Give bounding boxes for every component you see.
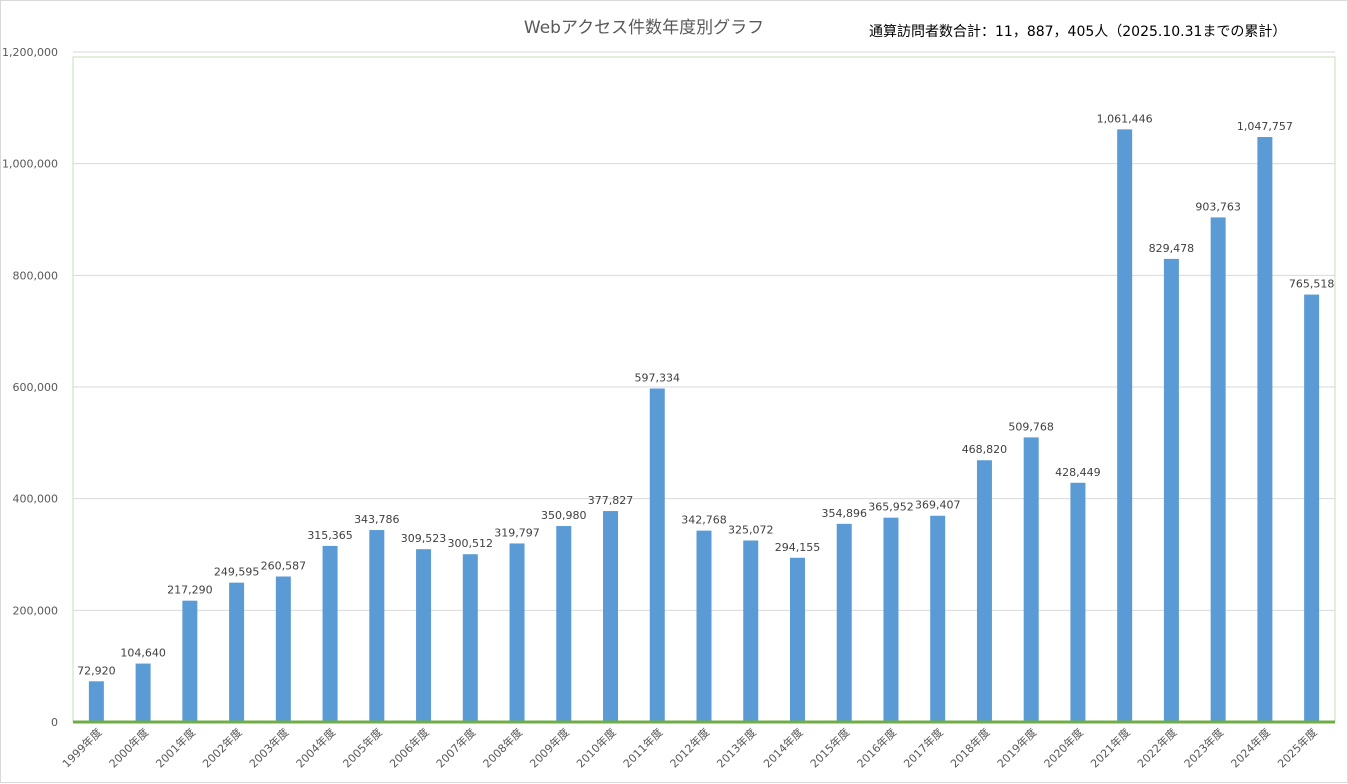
data-label: 319,797 — [494, 526, 540, 539]
data-label: 365,952 — [868, 501, 914, 514]
x-tick-label: 2004年度 — [293, 725, 338, 770]
bar-2020年度 — [1070, 482, 1086, 722]
bar-2004年度 — [322, 545, 338, 722]
x-tick-label: 2010年度 — [573, 725, 618, 770]
x-tick-label: 2021年度 — [1088, 725, 1133, 770]
x-tick-label: 2018年度 — [947, 725, 992, 770]
data-label: 428,449 — [1055, 466, 1101, 479]
bar-2014年度 — [789, 557, 805, 722]
data-label: 350,980 — [541, 509, 587, 522]
data-label: 249,595 — [214, 566, 260, 579]
x-tick-label: 2012年度 — [667, 725, 712, 770]
x-tick-label: 2014年度 — [760, 725, 805, 770]
x-tick-label: 2003年度 — [246, 725, 291, 770]
bar-2018年度 — [976, 460, 992, 722]
x-tick-label: 2002年度 — [199, 725, 244, 770]
bar-2022年度 — [1163, 258, 1179, 722]
bar-2015年度 — [836, 523, 852, 722]
bar-2017年度 — [930, 515, 946, 722]
y-tick-label: 1,200,000 — [2, 46, 58, 59]
bar-2025年度 — [1304, 294, 1320, 722]
x-tick-label: 2013年度 — [714, 725, 759, 770]
x-axis-ticks: 1999年度 2000年度 2001年度 2002年度 2003年度 2004年度 2005… — [59, 725, 1320, 770]
bar-2024年度 — [1257, 137, 1273, 723]
x-tick-label: 2006年度 — [386, 725, 431, 770]
bar-2012年度 — [696, 530, 712, 722]
bars — [88, 129, 1320, 723]
data-label: 342,768 — [681, 514, 727, 527]
data-label: 315,365 — [307, 529, 353, 542]
data-label: 104,640 — [120, 647, 166, 660]
x-tick-label: 2007年度 — [433, 725, 478, 770]
bar-2013年度 — [743, 540, 759, 722]
y-tick-label: 0 — [51, 716, 58, 729]
data-label: 294,155 — [775, 541, 821, 554]
data-label: 369,407 — [915, 499, 961, 512]
data-label: 260,587 — [261, 560, 307, 573]
bar-2011年度 — [649, 388, 665, 722]
bar-2003年度 — [275, 576, 291, 722]
data-label: 217,290 — [167, 584, 213, 597]
total-visitors-annotation: 通算訪問者数合計：11，887，405人（2025.10.31までの累計） — [869, 24, 1286, 40]
bar-2023年度 — [1210, 217, 1226, 722]
x-tick-label: 2005年度 — [340, 725, 385, 770]
x-tick-label: 2015年度 — [807, 725, 852, 770]
bar-2010年度 — [603, 511, 619, 722]
y-axis-ticks: 0 200,000 400,000 600,000 800,000 1,000,000 1,… — [2, 46, 58, 729]
data-label: 354,896 — [821, 507, 867, 520]
data-label: 325,072 — [728, 524, 774, 537]
x-tick-label: 2023年度 — [1181, 725, 1226, 770]
y-tick-label: 1,000,000 — [2, 158, 58, 171]
y-tick-label: 800,000 — [13, 269, 59, 282]
x-tick-label: 2022年度 — [1134, 725, 1179, 770]
chart-title: Webアクセス件数年度別グラフ — [524, 18, 764, 38]
y-tick-label: 200,000 — [13, 604, 59, 617]
x-tick-label: 2011年度 — [620, 725, 665, 770]
x-tick-label: 2020年度 — [1041, 725, 1086, 770]
y-tick-label: 400,000 — [13, 493, 59, 506]
bar-2009年度 — [556, 526, 572, 722]
data-label: 765,518 — [1289, 278, 1335, 291]
x-tick-label: 2009年度 — [527, 725, 572, 770]
bar-2005年度 — [369, 530, 385, 722]
data-label: 509,768 — [1008, 420, 1054, 433]
data-label: 1,061,446 — [1097, 112, 1153, 125]
x-tick-label: 2016年度 — [854, 725, 899, 770]
bar-2021年度 — [1117, 129, 1133, 722]
data-label: 903,763 — [1195, 200, 1241, 213]
data-label: 343,786 — [354, 513, 400, 526]
bar-2002年度 — [229, 582, 245, 722]
x-tick-label: 2008年度 — [480, 725, 525, 770]
data-label: 72,920 — [77, 664, 116, 677]
x-tick-label: 2025年度 — [1274, 725, 1319, 770]
bar-2006年度 — [416, 549, 432, 722]
y-tick-label: 600,000 — [13, 381, 59, 394]
bar-2008年度 — [509, 543, 525, 722]
x-tick-label: 2017年度 — [901, 725, 946, 770]
bar-2019年度 — [1023, 437, 1039, 722]
x-tick-label: 1999年度 — [59, 725, 104, 770]
data-label: 829,478 — [1149, 242, 1195, 255]
x-tick-label: 2001年度 — [153, 725, 198, 770]
data-label: 377,827 — [588, 494, 634, 507]
data-label: 597,334 — [635, 371, 681, 384]
x-tick-label: 2019年度 — [994, 725, 1039, 770]
bar-2016年度 — [883, 517, 899, 722]
data-label: 309,523 — [401, 532, 447, 545]
bar-2001年度 — [182, 600, 198, 722]
x-tick-label: 2000年度 — [106, 725, 151, 770]
data-label: 1,047,757 — [1237, 120, 1293, 133]
data-label: 468,820 — [962, 443, 1008, 456]
bar-2007年度 — [462, 554, 478, 722]
bar-2000年度 — [135, 663, 151, 722]
x-tick-label: 2024年度 — [1228, 725, 1273, 770]
bar-1999年度 — [88, 681, 104, 722]
data-label: 300,512 — [448, 537, 494, 550]
